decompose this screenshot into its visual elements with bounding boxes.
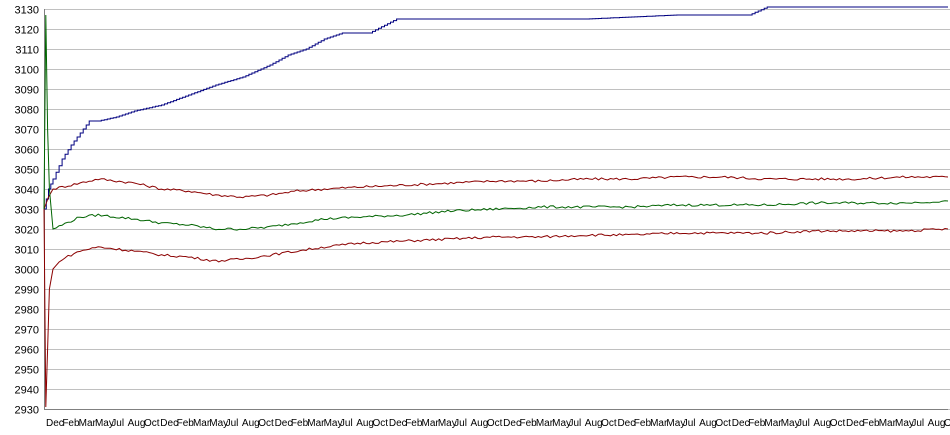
x-tick-label: May: [781, 418, 800, 429]
x-tick-label: Aug: [813, 418, 831, 429]
y-tick-label: 2970: [15, 325, 39, 337]
y-tick-label: 3040: [15, 185, 39, 197]
x-tick-label: Feb: [519, 418, 537, 429]
x-tick-label: Jul: [683, 418, 696, 429]
x-tick-label: Dec: [732, 418, 750, 429]
x-tick-label: May: [438, 418, 457, 429]
x-tick-label: Feb: [634, 418, 652, 429]
y-tick-label: 2960: [15, 345, 39, 357]
y-tick-label: 2940: [15, 385, 39, 397]
y-axis: 2930 2940 2950 2960 2970 2980 2990 3000 3010 3020…: [15, 5, 45, 417]
x-tick-label: Dec: [389, 418, 407, 429]
y-tick-label: 3130: [15, 5, 39, 17]
x-tick-label: May: [666, 418, 685, 429]
x-tick-label: Oct: [715, 418, 731, 429]
x-tick-label: Dec: [617, 418, 635, 429]
x-tick-label: Mar: [79, 418, 97, 429]
y-tick-label: 2930: [15, 405, 39, 417]
x-tick-label: Feb: [291, 418, 309, 429]
y-tick-label: 3000: [15, 265, 39, 277]
x-tick-label: Oct: [258, 418, 274, 429]
x-tick-label: May: [209, 418, 228, 429]
x-tick-label: Jul: [111, 418, 124, 429]
x-tick-label: Oct: [944, 418, 950, 429]
x-tick-label: Oct: [830, 418, 846, 429]
y-tick-label: 2950: [15, 365, 39, 377]
x-tick-label: Oct: [373, 418, 389, 429]
series-line-2: [43, 175, 949, 210]
x-tick-label: Feb: [177, 418, 195, 429]
x-tick-label: Mar: [650, 418, 668, 429]
x-tick-label: May: [552, 418, 571, 429]
x-tick-label: Mar: [307, 418, 325, 429]
x-tick-label: Jul: [568, 418, 581, 429]
y-tick-label: 3080: [15, 105, 39, 117]
y-tick-label: 3020: [15, 225, 39, 237]
y-tick-label: 3070: [15, 125, 39, 137]
x-tick-label: Jul: [226, 418, 239, 429]
x-tick-label: Jul: [340, 418, 353, 429]
x-tick-label: Dec: [275, 418, 293, 429]
x-tick-label: Dec: [503, 418, 521, 429]
x-tick-label: Oct: [601, 418, 617, 429]
x-tick-label: Dec: [160, 418, 178, 429]
y-tick-label: 3030: [15, 205, 39, 217]
plot-area: [43, 6, 949, 408]
x-tick-label: Mar: [764, 418, 782, 429]
x-tick-label: Feb: [405, 418, 423, 429]
x-tick-label: Aug: [585, 418, 603, 429]
x-tick-label: Aug: [242, 418, 260, 429]
y-tick-label: 3120: [15, 25, 39, 37]
x-tick-label: Dec: [846, 418, 864, 429]
x-tick-label: May: [324, 418, 343, 429]
x-tick-label: Jul: [911, 418, 924, 429]
y-tick-label: 2990: [15, 285, 39, 297]
y-tick-label: 3110: [15, 45, 39, 57]
x-tick-label: Aug: [356, 418, 374, 429]
y-tick-label: 3010: [15, 245, 39, 257]
y-tick-label: 3050: [15, 165, 39, 177]
x-tick-label: Mar: [193, 418, 211, 429]
series-line-1: [44, 6, 948, 210]
x-tick-label: Dec: [46, 418, 64, 429]
y-tick-label: 3060: [15, 145, 39, 157]
x-tick-label: Feb: [62, 418, 80, 429]
x-tick-label: Aug: [128, 418, 146, 429]
x-tick-label: Aug: [471, 418, 489, 429]
x-tick-label: Oct: [144, 418, 160, 429]
grid-lines: [44, 9, 950, 410]
x-tick-label: Mar: [422, 418, 440, 429]
x-tick-label: Aug: [699, 418, 717, 429]
series-line-4: [43, 208, 949, 408]
x-tick-label: Mar: [879, 418, 897, 429]
y-tick-label: 3090: [15, 85, 39, 97]
x-tick-label: Feb: [748, 418, 766, 429]
x-tick-label: May: [95, 418, 114, 429]
x-tick-label: Jul: [797, 418, 810, 429]
y-tick-label: 2980: [15, 305, 39, 317]
series-line-3: [43, 14, 949, 231]
x-tick-label: Mar: [536, 418, 554, 429]
x-tick-label: May: [895, 418, 914, 429]
y-tick-label: 3100: [15, 65, 39, 77]
x-tick-label: Feb: [862, 418, 880, 429]
x-tick-label: Oct: [487, 418, 503, 429]
x-tick-label: Aug: [928, 418, 946, 429]
x-tick-label: Jul: [454, 418, 467, 429]
